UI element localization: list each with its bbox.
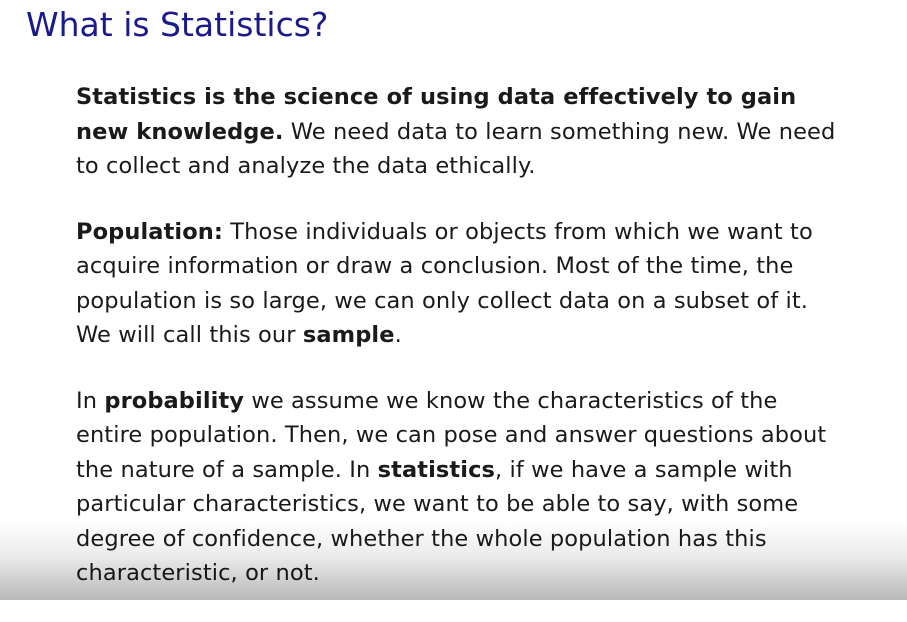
slide-title: What is Statistics? (26, 5, 329, 44)
probability-paragraph: In probability we assume we know the cha… (76, 384, 836, 591)
probability-text: we assume we know the characteristics of… (76, 387, 827, 483)
slide-body: Statistics is the science of using data … (76, 80, 836, 622)
statistics-term: statistics (377, 456, 495, 483)
definition-paragraph: Statistics is the science of using data … (76, 80, 836, 184)
statistics-text: , if we have a sample with particular ch… (76, 456, 799, 587)
probability-term: probability (104, 387, 245, 414)
population-paragraph: Population: Those individuals or objects… (76, 215, 836, 353)
population-text-end: . (394, 322, 402, 348)
sample-term: sample (302, 322, 395, 348)
population-text: Those individuals or objects from which … (76, 218, 813, 349)
definition-text: We need data to learn something new. We … (76, 118, 836, 180)
statistics-definition: Statistics is the science of using data … (76, 84, 797, 145)
probability-intro: In (76, 387, 105, 414)
population-term: Population: (76, 218, 224, 245)
